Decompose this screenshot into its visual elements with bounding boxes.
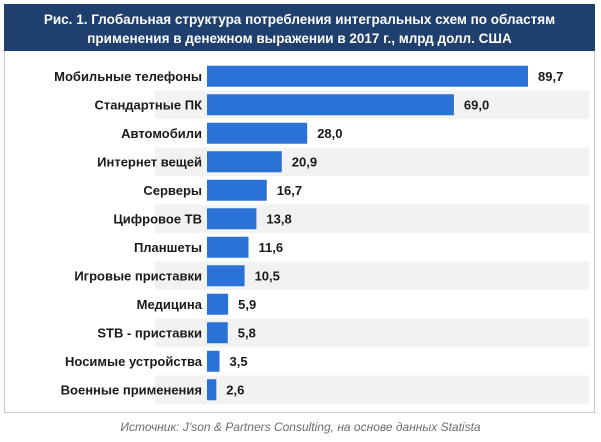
chart-title: Рис. 1. Глобальная структура потребления… (4, 4, 595, 51)
value-label: 89,7 (538, 69, 563, 84)
bars (207, 65, 528, 401)
bar-4 (207, 151, 282, 173)
bar-chart: Мобильные телефоны Стандартные ПК Автомоби… (54, 62, 589, 404)
category-label: Цифровое ТВ (113, 211, 202, 226)
value-label: 11,6 (259, 240, 284, 255)
category-label: Автомобили (121, 126, 202, 141)
bar-8 (207, 265, 245, 287)
value-label: 2,6 (226, 382, 244, 397)
value-label: 69,0 (464, 97, 489, 112)
bar-10 (207, 322, 228, 344)
category-label: Медицина (137, 297, 203, 312)
bar-6 (207, 208, 257, 230)
source-note: Источник: J’son & Partners Consulting, н… (120, 420, 481, 434)
category-label: STB - приставки (97, 325, 202, 340)
row-band (155, 347, 589, 376)
value-label: 5,8 (238, 325, 256, 340)
category-label: Игровые приставки (74, 268, 202, 283)
bar-5 (207, 179, 267, 201)
bar-1 (207, 65, 528, 87)
category-label: Планшеты (134, 240, 202, 255)
row-band (155, 375, 589, 404)
value-label: 28,0 (317, 126, 342, 141)
bar-9 (207, 293, 229, 315)
category-label: Носимые устройства (65, 354, 203, 369)
value-label: 20,9 (292, 154, 317, 169)
value-label: 16,7 (277, 183, 302, 198)
category-label: Военные применения (61, 382, 202, 397)
category-label: Мобильные телефоны (54, 69, 202, 84)
value-label: 10,5 (255, 268, 280, 283)
category-label: Интернет вещей (97, 154, 202, 169)
bar-11 (207, 350, 220, 372)
bar-12 (207, 379, 217, 401)
category-label: Стандартные ПК (94, 97, 202, 112)
bar-3 (207, 122, 308, 144)
bar-7 (207, 236, 249, 258)
chart-frame: Мобильные телефоны Стандартные ПК Автомоби… (4, 51, 595, 413)
category-label: Серверы (143, 183, 202, 198)
value-label: 5,9 (238, 297, 256, 312)
bar-2 (207, 94, 454, 116)
value-label: 3,5 (230, 354, 248, 369)
value-label: 13,8 (266, 211, 291, 226)
category-labels: Мобильные телефоны Стандартные ПК Автомоби… (54, 69, 203, 398)
value-labels: 89,7 69,0 28,020,9 16,7 13,8 11,6 10,5 5,9 5,8 3,… (226, 69, 563, 398)
